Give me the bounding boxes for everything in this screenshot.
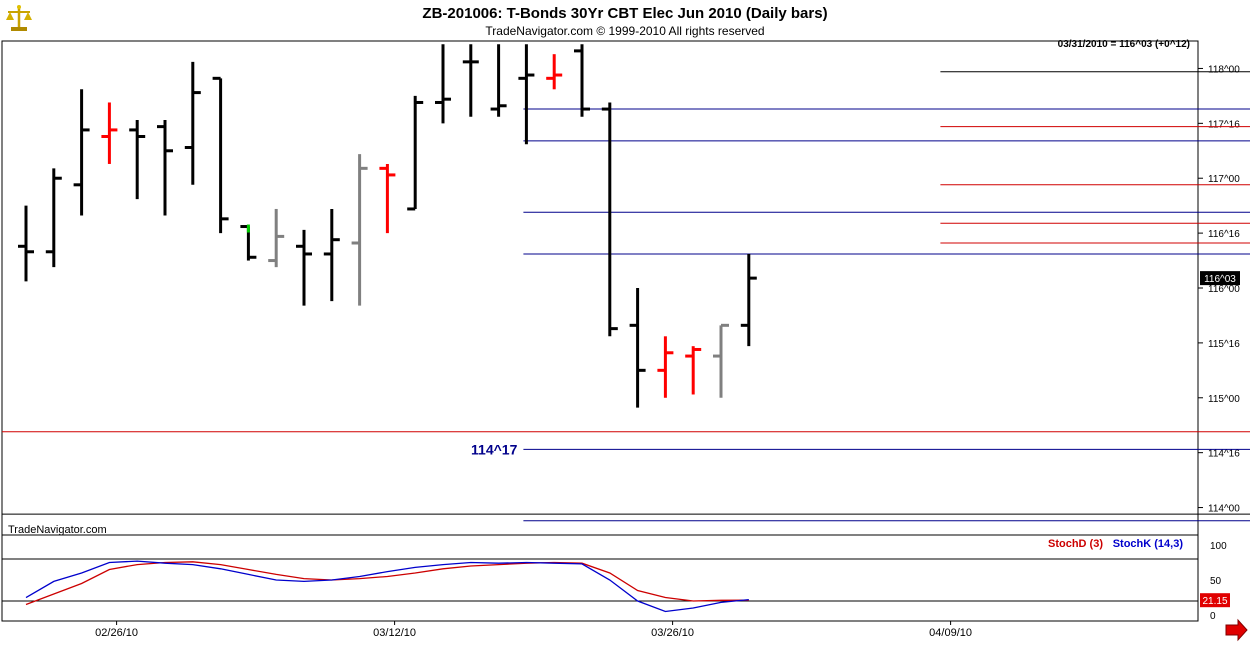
- ohlc-bar: [546, 54, 563, 90]
- ohlc-bar: [462, 44, 479, 117]
- ohlc-bar: [740, 253, 757, 347]
- gold-scale-logo-icon: [4, 3, 34, 33]
- stoch-series-line: [25, 560, 749, 613]
- price-tick-label: 118^00: [1208, 64, 1240, 75]
- date-tick-label: 02/26/10: [95, 627, 138, 639]
- price-tick-label: 116^00: [1208, 284, 1240, 295]
- stoch-last-label: 21.15: [1202, 596, 1227, 607]
- ohlc-bar: [518, 44, 535, 145]
- indicator-pane: [1, 534, 1199, 622]
- ohlc-bar: [212, 76, 229, 234]
- ohlc-bar: [323, 208, 340, 302]
- ohlc-bar: [73, 89, 90, 216]
- ohlc-bar: [490, 44, 507, 117]
- last-price-tag: 116^03: [1200, 271, 1240, 286]
- ohlc-bar: [45, 168, 62, 268]
- price-tick-label: 117^16: [1208, 119, 1240, 130]
- ohlc-bar: [601, 102, 618, 337]
- ohlc-bar: [657, 336, 674, 398]
- stochastic-panel: [2, 558, 1198, 613]
- price-tick-label: 114^16: [1208, 449, 1240, 460]
- ohlc-bar: [685, 346, 702, 395]
- ohlc-bar: [296, 229, 312, 306]
- date-axis: 02/26/10 03/12/10 03/26/10 04/09/10: [95, 621, 972, 639]
- support-resistance-levels: 117^31117^20117^15117^11116^30116^22116^…: [2, 71, 1250, 522]
- legend-stoch-k: StochK (14,3): [1113, 538, 1184, 550]
- price-tick-label: 115^00: [1208, 394, 1240, 405]
- ohlc-bar: [268, 208, 285, 268]
- price-pane: [1, 40, 1199, 536]
- date-tick-label: 03/12/10: [373, 627, 416, 639]
- chart-subtitle: TradeNavigator.com © 1999-2010 All right…: [485, 24, 764, 38]
- ohlc-bar: [184, 61, 201, 185]
- ohlc-bars: [18, 44, 757, 408]
- stoch-tick-label: 100: [1210, 541, 1227, 552]
- ohlc-bar: [379, 163, 396, 234]
- price-tick-label: 117^00: [1208, 174, 1240, 185]
- red-right-arrow-icon[interactable]: [1225, 618, 1248, 642]
- ohlc-bar: [351, 154, 368, 306]
- stoch-tick-label: 0: [1210, 611, 1216, 622]
- ohlc-bar: [713, 323, 729, 398]
- chart-title: ZB-201006: T-Bonds 30Yr CBT Elec Jun 201…: [422, 5, 827, 22]
- price-tick-label: 115^16: [1208, 339, 1240, 350]
- stoch-last-tag: [1200, 593, 1230, 608]
- level-label: 114^17: [471, 441, 518, 457]
- ohlc-bar: [101, 102, 118, 164]
- ohlc-bar: [435, 44, 451, 124]
- quote-status: 03/31/2010 = 116^03 (+0^12): [1058, 39, 1190, 50]
- legend-stoch-d: StochD (3): [1048, 538, 1103, 550]
- ohlc-bar: [574, 44, 590, 117]
- price-tick-label: 116^16: [1208, 229, 1240, 240]
- stoch-tick-label: 50: [1210, 576, 1222, 587]
- ohlc-bar: [18, 205, 34, 282]
- ohlc-bar: [157, 120, 173, 216]
- ohlc-bar: [129, 120, 146, 200]
- ohlc-bar: [407, 95, 424, 211]
- stoch-series-line: [25, 561, 749, 606]
- price-axis: 118^00 117^16 117^00 116^16 116^00 115^16 115^…: [1198, 64, 1240, 515]
- ohlc-bar: [629, 288, 646, 408]
- date-tick-label: 04/09/10: [929, 627, 972, 639]
- date-tick-label: 03/26/10: [651, 627, 694, 639]
- last-price-label: 116^03: [1204, 274, 1236, 285]
- price-tick-label: 114^00: [1208, 504, 1240, 515]
- watermark: TradeNavigator.com: [8, 524, 107, 536]
- stochastic-axis: 100 50 0 21.15: [1200, 541, 1230, 622]
